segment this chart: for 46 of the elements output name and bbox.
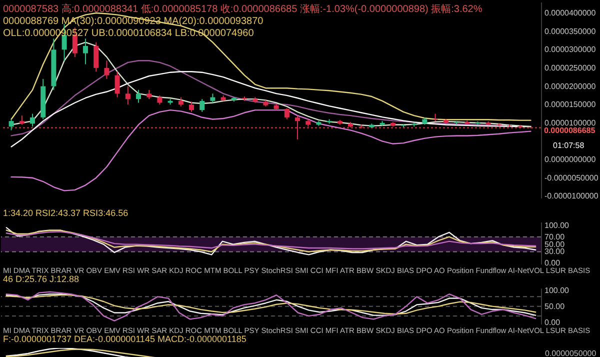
text: 46 D:25.76 J:12.88 (3, 274, 80, 284)
candlestick (136, 89, 141, 104)
y-tick-label: -0.0000100000 (544, 192, 599, 201)
y-tick-label: 0.0000300000 (544, 45, 596, 54)
y-tick-label: 0.0000000000 (544, 155, 596, 164)
candlestick (432, 113, 438, 122)
candlestick (8, 118, 14, 131)
ref-line-label: 0.0000086685 (544, 126, 596, 135)
y-tick-label: 0.00 (544, 258, 561, 268)
candlestick (125, 86, 130, 106)
candlestick (210, 93, 216, 104)
text: 01:07:58 (553, 141, 585, 150)
candlestick (114, 71, 120, 98)
y-tick-label: 0.0000350000 (544, 26, 596, 36)
candlestick (146, 89, 152, 100)
line-series (10, 60, 532, 136)
y-tick-label: 0.0000100000 (544, 118, 596, 128)
y-tick-label: 50.00 (544, 302, 566, 311)
y-tick-label: 0.0000200000 (544, 82, 596, 91)
y-tick-label: -0.0000050000 (544, 173, 599, 182)
annotation: 0000087583 高:0.0000088341 低:0.0000085178 收:0.0000086685 涨幅:-1.03%(-0.0000000898) 振幅:3.62% (3, 3, 482, 15)
line-series (10, 109, 532, 192)
y-tick-label: 100.00 (544, 286, 570, 295)
y-tick-label: 0.0000250000 (544, 63, 596, 72)
line-series (6, 291, 536, 322)
candlestick (83, 38, 88, 65)
y-tick-label: 70.00 (544, 232, 566, 242)
text: 1:34.20 RSI2:43.37 RSI3:46.56 (3, 208, 128, 218)
candlestick (19, 115, 24, 126)
candlestick (189, 101, 194, 112)
candlestick (157, 94, 162, 106)
candlestick (284, 108, 290, 120)
text: F:-0.0000001737 DEA:-0.0000001145 MACD:-0.0000001185 (3, 334, 246, 344)
y-tick-label: 0.00 (544, 318, 561, 327)
y-tick-label: 50.00 (544, 240, 566, 249)
candlestick (30, 113, 35, 128)
candlestick (295, 115, 300, 140)
y-tick-label: 0.0000150000 (544, 100, 596, 110)
y-tick-label: 0.0000400000 (544, 8, 596, 18)
y-tick-label: 30.00 (544, 247, 566, 256)
candlestick (104, 60, 110, 80)
text: 0.0000050000 (545, 349, 597, 357)
y-tick-label: 100.00 (544, 221, 570, 230)
candlestick (178, 96, 184, 107)
candlestick (94, 42, 99, 72)
candlestick (200, 98, 205, 112)
